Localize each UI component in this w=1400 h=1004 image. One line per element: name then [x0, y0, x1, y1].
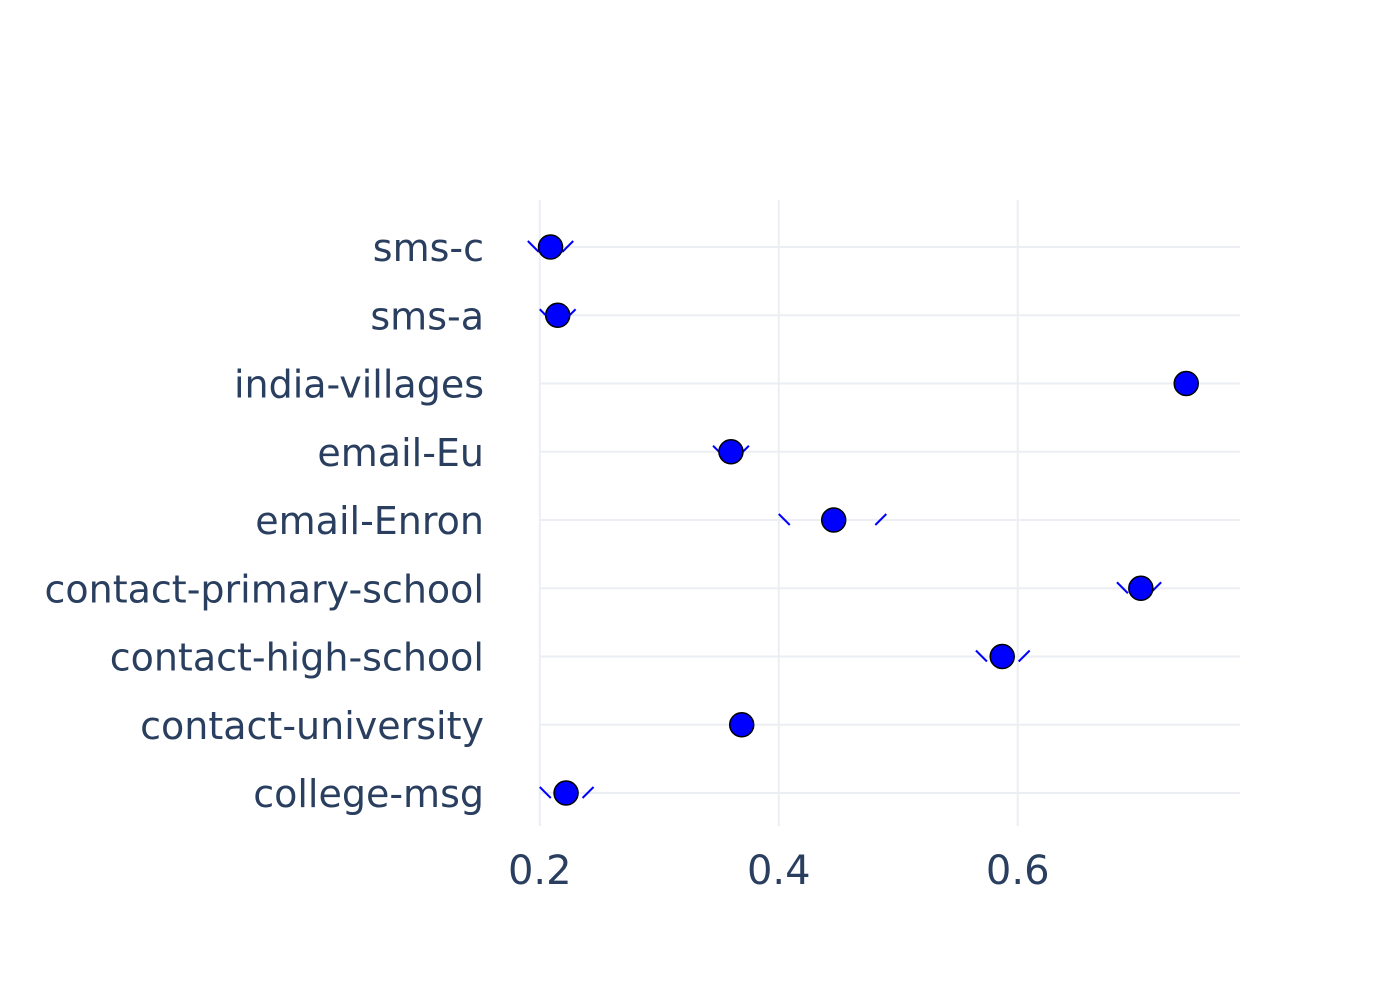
data-point-marker — [718, 439, 744, 465]
data-point-marker — [820, 507, 847, 533]
x-tick-label: 0.4 — [747, 848, 811, 894]
interval-low-mark — [1116, 581, 1129, 594]
y-tick-label: sms-c — [373, 226, 484, 270]
interval-high-mark — [1017, 649, 1031, 663]
data-point-marker — [989, 643, 1015, 670]
interval-high-mark — [561, 240, 574, 253]
interval-high-mark — [874, 513, 888, 526]
x-tick-label: 0.6 — [986, 848, 1050, 894]
data-point-marker — [728, 712, 755, 738]
interval-low-mark — [527, 240, 540, 253]
y-tick-label: sms-a — [370, 294, 484, 338]
data-point-marker — [537, 234, 564, 260]
data-point-marker — [544, 302, 571, 328]
y-tick-label: india-villages — [234, 363, 484, 407]
y-tick-label: contact-university — [140, 704, 484, 748]
y-tick-label: email-Eu — [317, 431, 484, 475]
x-axis-tick-labels: 0.2 0.4 0.6 — [508, 848, 1050, 894]
y-tick-label: college-msg — [253, 772, 484, 816]
data-point-marker — [1128, 575, 1154, 601]
y-tick-label: contact-high-school — [110, 636, 484, 680]
x-tick-label: 0.2 — [508, 848, 572, 894]
interval-low-mark — [539, 786, 552, 799]
marker-layer — [537, 234, 1199, 806]
data-point-marker — [1173, 370, 1199, 397]
interval-high-mark — [581, 786, 595, 799]
data-point-marker — [553, 780, 579, 806]
interval-low-mark — [778, 513, 791, 526]
grid-layer — [538, 200, 1240, 826]
y-axis-tick-labels: college-msg contact-university contact-hig… — [44, 226, 484, 816]
y-tick-label: contact-primary-school — [44, 567, 484, 611]
interval-low-mark — [975, 649, 988, 663]
y-tick-label: email-Enron — [255, 499, 484, 543]
